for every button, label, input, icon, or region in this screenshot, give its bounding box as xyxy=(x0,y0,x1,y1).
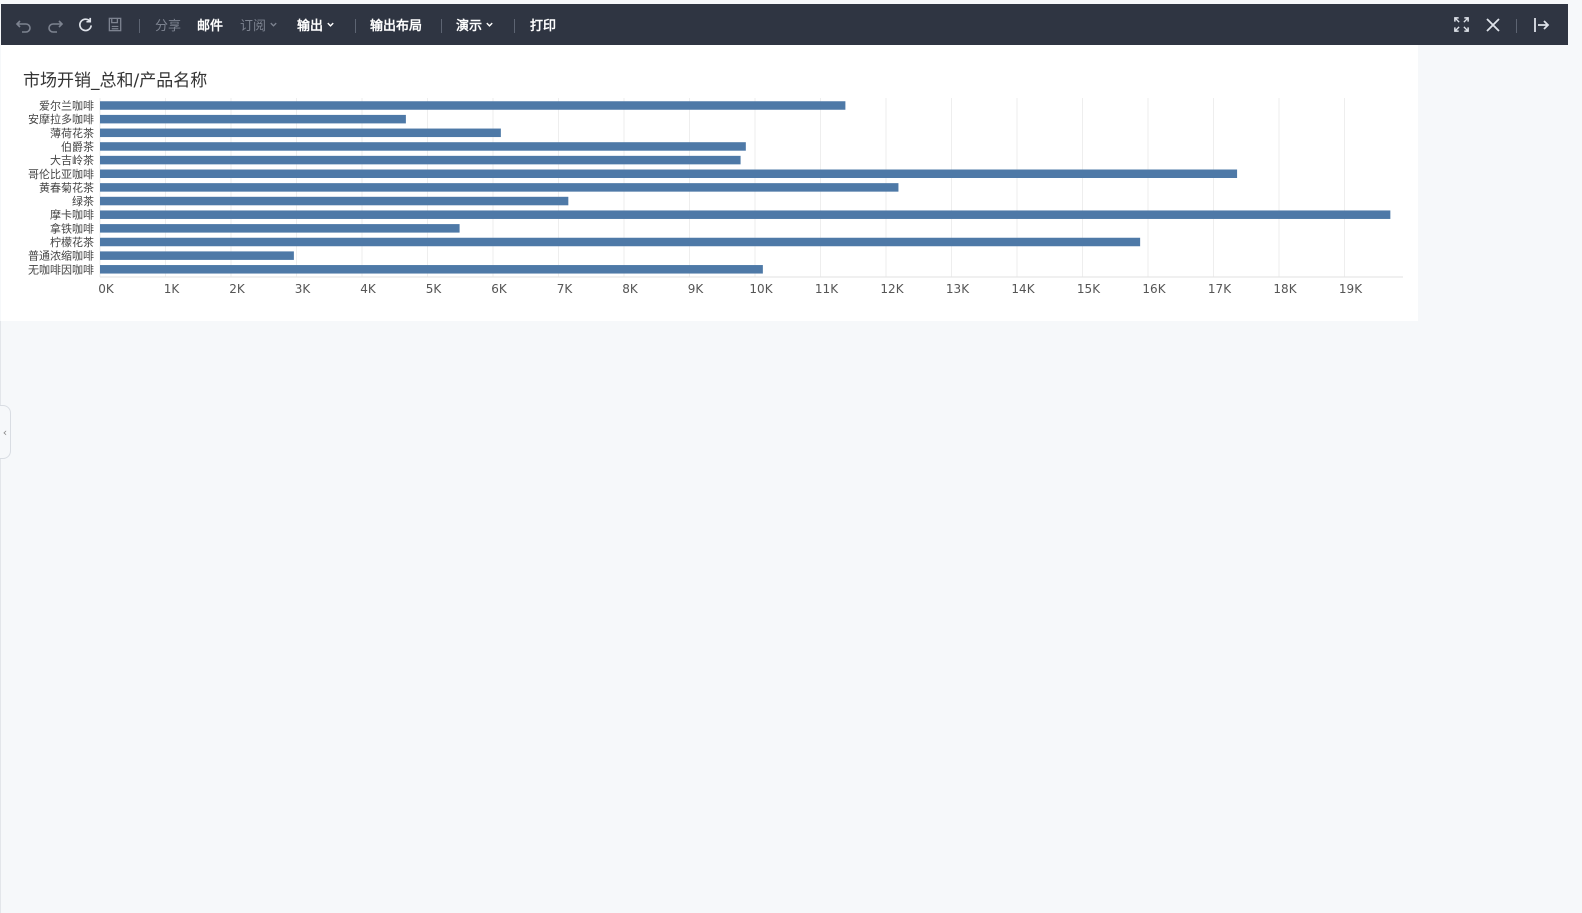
toolbar-divider xyxy=(1516,19,1517,33)
bar[interactable] xyxy=(100,155,741,165)
x-tick-label: 3K xyxy=(295,282,312,296)
print-button[interactable]: 打印 xyxy=(530,19,557,34)
bar[interactable] xyxy=(100,210,1391,219)
output-dropdown[interactable]: 输出 xyxy=(297,4,335,45)
x-tick-label: 4K xyxy=(360,282,377,296)
subscribe-label: 订阅 xyxy=(240,19,267,34)
x-tick-label: 8K xyxy=(622,282,639,296)
bar[interactable] xyxy=(100,251,294,260)
fullscreen-icon[interactable] xyxy=(1453,4,1470,45)
category-label: 薄荷花茶 xyxy=(50,126,94,140)
bar-chart: 0K 1K 2K 3K 4K 5K 6K 7K 8K 9K 10K 11K 12K 13K 14K 15K 16… xyxy=(28,98,1403,296)
chevron-down-icon xyxy=(326,20,335,29)
refresh-icon[interactable] xyxy=(77,4,94,45)
toolbar-divider xyxy=(441,19,442,33)
bar[interactable] xyxy=(100,128,501,138)
subscribe-dropdown[interactable]: 订阅 xyxy=(240,4,278,45)
bar[interactable] xyxy=(100,196,569,206)
x-tick-label: 10K xyxy=(749,282,773,296)
category-label: 安摩拉多咖啡 xyxy=(28,112,94,126)
x-tick-label: 2K xyxy=(229,282,246,296)
chart-panel xyxy=(1,45,1418,321)
bar[interactable] xyxy=(100,183,899,192)
x-tick-label: 17K xyxy=(1208,282,1232,296)
bar[interactable] xyxy=(100,142,746,151)
toolbar-divider xyxy=(139,19,140,33)
x-tick-label: 6K xyxy=(491,282,508,296)
x-tick-label: 18K xyxy=(1273,282,1297,296)
x-tick-label: 12K xyxy=(880,282,904,296)
x-tick-label: 19K xyxy=(1339,282,1363,296)
x-tick-label: 16K xyxy=(1142,282,1166,296)
x-tick-label: 0K xyxy=(98,282,115,296)
category-label: 哥伦比亚咖啡 xyxy=(28,167,94,181)
left-border xyxy=(0,321,1,913)
category-label: 摩卡咖啡 xyxy=(50,208,94,222)
redo-icon[interactable] xyxy=(46,4,64,45)
output-layout-button[interactable]: 输出布局 xyxy=(370,19,423,34)
category-label: 黄春菊花茶 xyxy=(39,180,94,194)
x-tick-label: 15K xyxy=(1077,282,1101,296)
chevron-down-icon xyxy=(485,20,494,29)
output-label: 输出 xyxy=(297,19,324,34)
bar[interactable] xyxy=(100,114,406,124)
chevron-down-icon xyxy=(269,20,278,29)
bar[interactable] xyxy=(100,265,763,274)
bar[interactable] xyxy=(100,237,1141,247)
chart-title: 市场开销_总和/产品名称 xyxy=(23,71,208,91)
undo-icon[interactable] xyxy=(15,4,33,45)
category-label: 普通浓缩咖啡 xyxy=(28,249,94,263)
present-dropdown[interactable]: 演示 xyxy=(456,4,494,45)
category-label: 拿铁咖啡 xyxy=(50,221,94,235)
bar[interactable] xyxy=(100,101,846,110)
x-tick-label: 1K xyxy=(164,282,181,296)
top-toolbar: 分享 邮件 订阅 输出 输出布局 演示 打印 xyxy=(1,4,1568,45)
x-tick-label: 13K xyxy=(946,282,970,296)
chevron-left-icon: ‹ xyxy=(2,425,8,439)
mail-button[interactable]: 邮件 xyxy=(197,19,224,34)
collapse-handle[interactable]: ‹ xyxy=(0,405,11,459)
category-label: 柠檬花茶 xyxy=(50,235,94,249)
x-tick-label: 14K xyxy=(1011,282,1035,296)
exit-icon[interactable] xyxy=(1533,4,1551,45)
save-icon[interactable] xyxy=(107,4,124,45)
close-icon[interactable] xyxy=(1485,4,1501,45)
category-label: 大吉岭茶 xyxy=(50,153,94,167)
category-label: 无咖啡因咖啡 xyxy=(28,262,94,276)
present-label: 演示 xyxy=(456,19,483,34)
bar[interactable] xyxy=(100,224,460,233)
category-label: 爱尔兰咖啡 xyxy=(39,99,94,113)
category-label: 绿茶 xyxy=(72,194,94,208)
x-tick-label: 11K xyxy=(815,282,839,296)
share-button[interactable]: 分享 xyxy=(155,19,182,34)
x-tick-label: 9K xyxy=(688,282,705,296)
x-tick-label: 5K xyxy=(426,282,443,296)
x-tick-label: 7K xyxy=(557,282,574,296)
toolbar-divider xyxy=(514,19,515,33)
toolbar-divider xyxy=(355,19,356,33)
category-label: 伯爵茶 xyxy=(61,139,94,153)
bar[interactable] xyxy=(100,169,1238,179)
